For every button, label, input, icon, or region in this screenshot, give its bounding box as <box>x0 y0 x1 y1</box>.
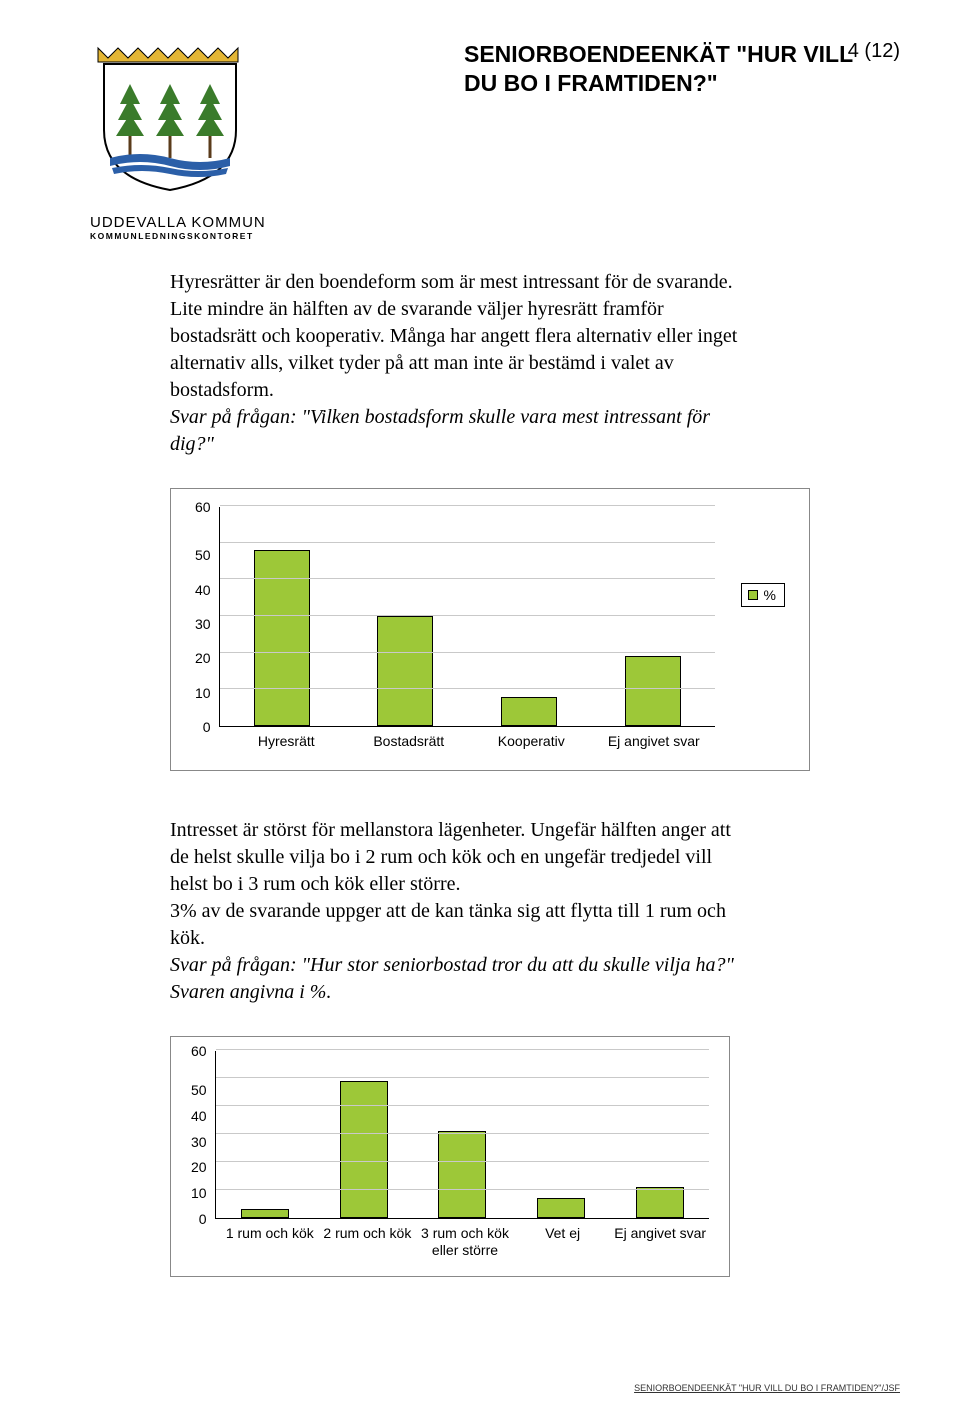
body-paragraph: 3% av de svarande uppger att de kan tänk… <box>170 898 750 952</box>
gridline <box>216 1189 709 1190</box>
x-tick-label: 1 rum och kök <box>221 1225 319 1259</box>
chart1-legend: % <box>741 583 785 607</box>
bar-slot <box>343 616 467 726</box>
chart-apartment-size: 0 10 20 30 40 50 60 1 rum och kök2 rum och kök… <box>170 1036 730 1278</box>
y-tick-label: 40 <box>191 1109 207 1123</box>
crest-icon <box>90 40 250 210</box>
y-tick-label: 20 <box>191 1160 207 1174</box>
chart1-x-axis: HyresrättBostadsrättKooperativEj angivet… <box>225 733 715 750</box>
bar-slot <box>413 1131 512 1218</box>
gridline <box>216 1105 709 1106</box>
y-tick-label: 30 <box>191 1135 207 1149</box>
body-paragraph: Intresset är störst för mellanstora läge… <box>170 817 750 898</box>
bar <box>438 1131 486 1218</box>
page-footer: SENIORBOENDEENKÄT "HUR VILL DU BO I FRAM… <box>634 1383 900 1393</box>
y-tick-label: 0 <box>203 720 211 734</box>
bar <box>377 616 433 726</box>
bar-slot <box>216 1209 315 1217</box>
x-tick-label: Ej angivet svar <box>611 1225 709 1259</box>
gridline <box>220 615 715 616</box>
gridline <box>220 578 715 579</box>
x-tick-label: Ej angivet svar <box>593 733 716 750</box>
chart1-plot <box>219 507 715 727</box>
x-tick-label: 2 rum och kök <box>319 1225 417 1259</box>
bar-slot <box>467 697 591 726</box>
x-tick-label: Kooperativ <box>470 733 593 750</box>
gridline <box>220 542 715 543</box>
bar <box>340 1081 388 1218</box>
y-tick-label: 40 <box>195 583 211 597</box>
gridline <box>216 1049 709 1050</box>
body-paragraph: Hyresrätter är den boendeform som är mes… <box>170 269 750 404</box>
chart1-y-axis: 0102030405060 <box>195 507 219 727</box>
municipal-crest <box>90 40 250 210</box>
bar <box>625 656 681 726</box>
bar-slot <box>314 1081 413 1218</box>
gridline <box>216 1133 709 1134</box>
y-tick-label: 50 <box>195 548 211 562</box>
gridline <box>216 1077 709 1078</box>
y-tick-label: 10 <box>191 1186 207 1200</box>
chart2-plot <box>215 1051 709 1219</box>
document-title: SENIORBOENDEENKÄT "HUR VILL DU BO I FRAM… <box>464 40 870 98</box>
x-tick-label: Hyresrätt <box>225 733 348 750</box>
gridline <box>220 505 715 506</box>
page-number: 4 (12) <box>848 40 900 63</box>
x-tick-label: Bostadsrätt <box>348 733 471 750</box>
y-tick-label: 30 <box>195 617 211 631</box>
bar-slot <box>512 1198 611 1218</box>
gridline <box>220 652 715 653</box>
x-tick-label: Vet ej <box>514 1225 612 1259</box>
y-tick-label: 10 <box>195 686 211 700</box>
gridline <box>220 688 715 689</box>
chart2-y-axis: 0102030405060 <box>191 1051 215 1219</box>
bar <box>254 550 310 726</box>
y-tick-label: 60 <box>195 500 211 514</box>
bar-slot <box>220 550 344 726</box>
survey-question: Svar på frågan: "Hur stor seniorbostad t… <box>170 952 750 1006</box>
chart2-x-axis: 1 rum och kök2 rum och kök3 rum och kök … <box>221 1225 709 1259</box>
bar <box>537 1198 585 1218</box>
y-tick-label: 50 <box>191 1083 207 1097</box>
organization-name: UDDEVALLA KOMMUN KOMMUNLEDNINGSKONTORET <box>90 214 870 241</box>
bar-slot <box>591 656 715 726</box>
y-tick-label: 0 <box>199 1212 207 1226</box>
bar <box>501 697 557 726</box>
bar-slot <box>610 1187 709 1218</box>
survey-question: Svar på frågan: "Vilken bostadsform skul… <box>170 404 750 458</box>
x-tick-label: 3 rum och kök eller större <box>416 1225 514 1259</box>
y-tick-label: 20 <box>195 651 211 665</box>
y-tick-label: 60 <box>191 1044 207 1058</box>
chart-housing-form: 0 10 20 30 40 50 60 HyresrättBostadsrättKooper… <box>170 488 810 771</box>
bar <box>241 1209 289 1217</box>
page-header: SENIORBOENDEENKÄT "HUR VILL DU BO I FRAM… <box>90 40 870 210</box>
legend-swatch <box>748 590 758 600</box>
gridline <box>216 1161 709 1162</box>
bar <box>636 1187 684 1218</box>
